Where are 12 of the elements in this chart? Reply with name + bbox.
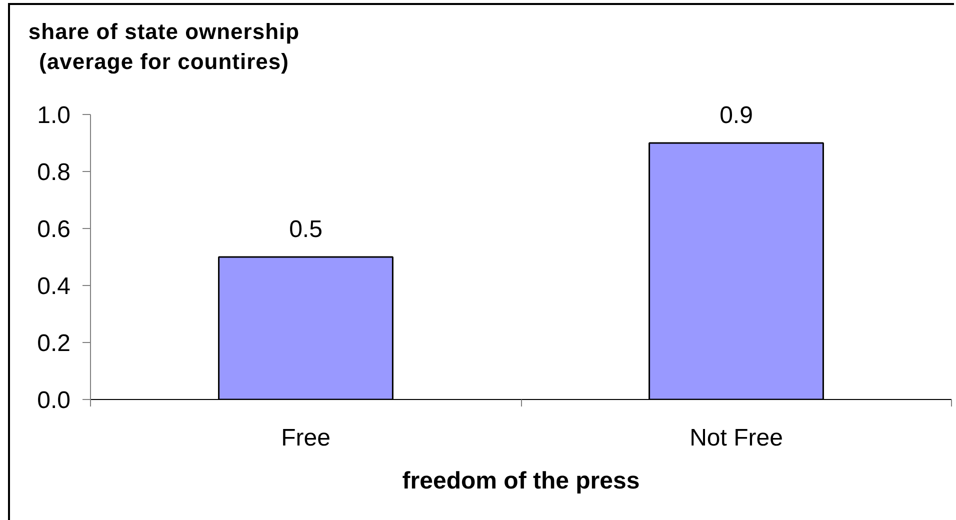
y-tick-label: 0.8 bbox=[37, 159, 71, 186]
data-label: 0.5 bbox=[289, 216, 322, 243]
y-tick-label: 0.6 bbox=[37, 216, 71, 243]
x-tick-label: Free bbox=[281, 424, 330, 452]
y-axis-title: share of state ownership (average for countires) bbox=[28, 18, 300, 76]
y-tick-label: 1.0 bbox=[37, 102, 71, 129]
x-axis-title: freedom of the press bbox=[402, 468, 640, 494]
y-tick-label: 0.2 bbox=[37, 330, 71, 357]
data-label: 0.9 bbox=[720, 102, 753, 129]
y-tick-label: 0.0 bbox=[37, 387, 71, 414]
y-tick-label: 0.4 bbox=[37, 273, 71, 300]
x-tick-label: Not Free bbox=[690, 424, 783, 452]
